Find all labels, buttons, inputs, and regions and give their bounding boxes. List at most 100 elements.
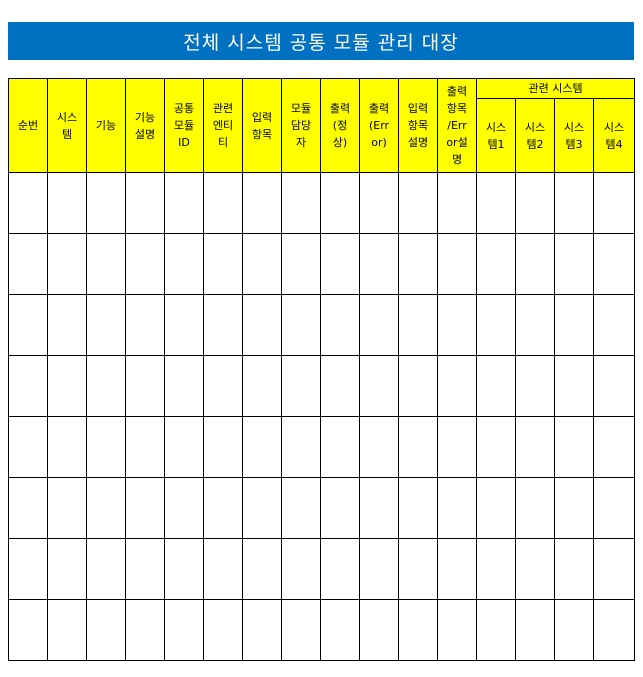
table-cell[interactable]: [437, 538, 477, 600]
table-cell[interactable]: [476, 538, 516, 600]
table-cell[interactable]: [437, 172, 477, 234]
table-cell[interactable]: [203, 294, 243, 356]
table-cell[interactable]: [164, 172, 204, 234]
table-cell[interactable]: [203, 538, 243, 600]
table-cell[interactable]: [86, 233, 126, 295]
table-cell[interactable]: [281, 233, 321, 295]
table-cell[interactable]: [47, 172, 87, 234]
table-cell[interactable]: [125, 538, 165, 600]
table-cell[interactable]: [86, 416, 126, 478]
table-cell[interactable]: [47, 233, 87, 295]
table-cell[interactable]: [359, 538, 399, 600]
table-cell[interactable]: [164, 416, 204, 478]
table-cell[interactable]: [398, 355, 438, 417]
table-cell[interactable]: [398, 294, 438, 356]
table-cell[interactable]: [281, 599, 321, 661]
table-cell[interactable]: [8, 538, 48, 600]
table-cell[interactable]: [515, 477, 555, 539]
table-cell[interactable]: [592, 416, 636, 478]
table-cell[interactable]: [515, 416, 555, 478]
table-cell[interactable]: [398, 172, 438, 234]
table-cell[interactable]: [515, 355, 555, 417]
table-cell[interactable]: [476, 416, 516, 478]
table-cell[interactable]: [86, 538, 126, 600]
table-cell[interactable]: [8, 355, 48, 417]
table-cell[interactable]: [8, 233, 48, 295]
table-cell[interactable]: [515, 172, 555, 234]
table-cell[interactable]: [203, 233, 243, 295]
table-cell[interactable]: [164, 538, 204, 600]
table-cell[interactable]: [164, 599, 204, 661]
table-cell[interactable]: [437, 477, 477, 539]
table-cell[interactable]: [203, 416, 243, 478]
table-cell[interactable]: [242, 233, 282, 295]
table-cell[interactable]: [359, 233, 399, 295]
table-cell[interactable]: [8, 477, 48, 539]
table-cell[interactable]: [125, 172, 165, 234]
table-cell[interactable]: [437, 233, 477, 295]
table-cell[interactable]: [242, 355, 282, 417]
table-cell[interactable]: [203, 477, 243, 539]
table-cell[interactable]: [47, 477, 87, 539]
table-cell[interactable]: [320, 294, 360, 356]
table-cell[interactable]: [47, 599, 87, 661]
table-cell[interactable]: [86, 355, 126, 417]
table-cell[interactable]: [320, 416, 360, 478]
table-cell[interactable]: [437, 416, 477, 478]
table-cell[interactable]: [554, 172, 594, 234]
table-cell[interactable]: [592, 355, 636, 417]
table-cell[interactable]: [592, 294, 636, 356]
table-cell[interactable]: [320, 599, 360, 661]
table-cell[interactable]: [398, 233, 438, 295]
table-cell[interactable]: [359, 477, 399, 539]
table-cell[interactable]: [8, 172, 48, 234]
table-cell[interactable]: [320, 233, 360, 295]
table-cell[interactable]: [281, 355, 321, 417]
table-cell[interactable]: [281, 538, 321, 600]
table-cell[interactable]: [320, 355, 360, 417]
table-cell[interactable]: [476, 477, 516, 539]
table-cell[interactable]: [398, 416, 438, 478]
table-cell[interactable]: [164, 294, 204, 356]
table-cell[interactable]: [554, 294, 594, 356]
table-cell[interactable]: [47, 294, 87, 356]
table-cell[interactable]: [47, 416, 87, 478]
table-cell[interactable]: [554, 599, 594, 661]
table-cell[interactable]: [8, 599, 48, 661]
table-cell[interactable]: [281, 477, 321, 539]
table-cell[interactable]: [592, 477, 636, 539]
table-cell[interactable]: [242, 172, 282, 234]
table-cell[interactable]: [554, 477, 594, 539]
table-cell[interactable]: [8, 294, 48, 356]
table-cell[interactable]: [86, 294, 126, 356]
table-cell[interactable]: [125, 233, 165, 295]
table-cell[interactable]: [359, 294, 399, 356]
table-cell[interactable]: [203, 172, 243, 234]
table-cell[interactable]: [86, 172, 126, 234]
table-cell[interactable]: [320, 477, 360, 539]
table-cell[interactable]: [320, 172, 360, 234]
table-cell[interactable]: [125, 477, 165, 539]
table-cell[interactable]: [398, 477, 438, 539]
table-cell[interactable]: [476, 233, 516, 295]
table-cell[interactable]: [281, 416, 321, 478]
table-cell[interactable]: [8, 416, 48, 478]
table-cell[interactable]: [592, 172, 636, 234]
table-cell[interactable]: [592, 233, 636, 295]
table-cell[interactable]: [398, 538, 438, 600]
table-cell[interactable]: [515, 538, 555, 600]
table-cell[interactable]: [359, 172, 399, 234]
table-cell[interactable]: [554, 538, 594, 600]
table-cell[interactable]: [592, 599, 636, 661]
table-cell[interactable]: [476, 599, 516, 661]
table-cell[interactable]: [281, 172, 321, 234]
table-cell[interactable]: [515, 233, 555, 295]
table-cell[interactable]: [320, 538, 360, 600]
table-cell[interactable]: [476, 294, 516, 356]
table-cell[interactable]: [359, 599, 399, 661]
table-cell[interactable]: [592, 538, 636, 600]
table-cell[interactable]: [437, 294, 477, 356]
table-cell[interactable]: [47, 538, 87, 600]
table-cell[interactable]: [359, 416, 399, 478]
table-cell[interactable]: [398, 599, 438, 661]
